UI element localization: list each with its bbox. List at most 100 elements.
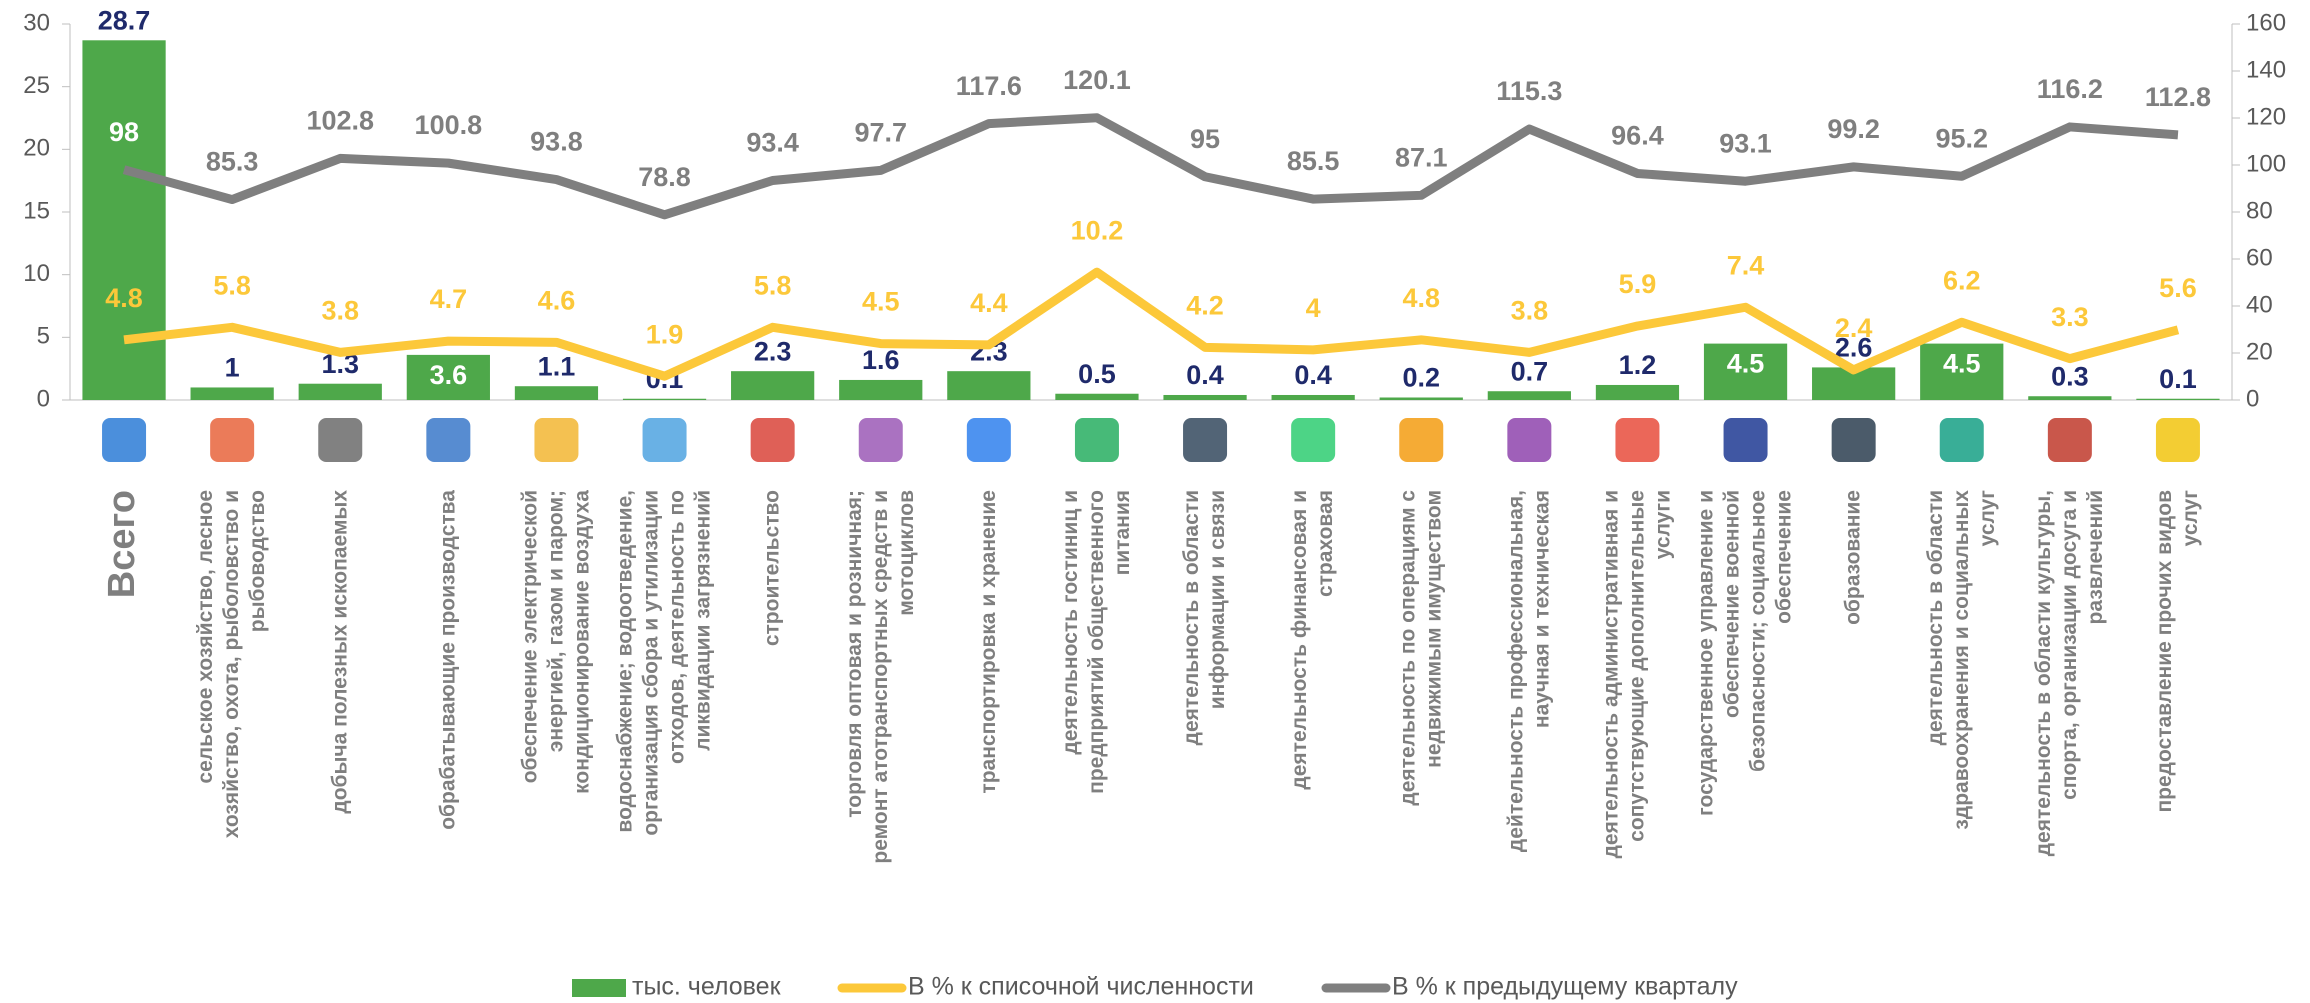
x-tick-label: предоставление прочих видов услуг — [2152, 490, 2201, 813]
line-value-label: 5.9 — [1619, 269, 1657, 299]
bar — [622, 398, 707, 400]
y2-tick-label: 120 — [2246, 103, 2286, 130]
line-value-label: 78.8 — [638, 162, 691, 192]
line-value-label: 100.8 — [415, 110, 483, 140]
line-value-label: 3.8 — [1511, 295, 1549, 325]
line-value-label: 95 — [1190, 124, 1220, 154]
line — [122, 113, 2179, 220]
y-tick-label: 0 — [37, 385, 50, 412]
line-value-label: 99.2 — [1827, 114, 1880, 144]
line-value-label: 93.4 — [746, 128, 799, 158]
x-tick-label: транспортировка и хранение — [976, 490, 999, 794]
x-tick-label: дейтельность профессиональная, научная и … — [1504, 490, 1553, 852]
y-tick-label: 15 — [23, 197, 50, 224]
category-icon — [750, 418, 795, 462]
line-value-label: 3.8 — [321, 295, 359, 325]
bar-value-label: 1.2 — [1619, 350, 1657, 380]
line-value-label: 2.4 — [1835, 313, 1873, 343]
line-value-label: 120.1 — [1063, 65, 1131, 95]
bar-value-label: 3.6 — [430, 360, 468, 390]
bar-value-label: 1.1 — [538, 351, 576, 381]
category-icon — [1615, 418, 1660, 462]
category-icon — [318, 418, 363, 462]
bar-value-label: 4.5 — [1727, 349, 1765, 379]
x-tick-label: государственное управление и обеспечение … — [1694, 490, 1795, 816]
bar — [2136, 398, 2220, 400]
bar — [1920, 343, 2004, 400]
category-icon — [1399, 418, 1444, 462]
bar — [1055, 393, 1139, 400]
y2-tick-label: 140 — [2246, 56, 2286, 83]
category-icon — [1183, 418, 1228, 462]
bar — [839, 379, 923, 400]
category-icon — [1507, 418, 1552, 462]
line-value-label: 87.1 — [1395, 142, 1448, 172]
line-value-label: 117.6 — [956, 71, 1022, 101]
line-value-label: 85.5 — [1287, 146, 1340, 176]
bar — [2028, 396, 2112, 400]
line-value-label: 115.3 — [1496, 76, 1562, 106]
bar — [82, 40, 166, 400]
legend-swatch — [572, 979, 626, 997]
bar — [406, 354, 490, 400]
line-value-label: 7.4 — [1727, 250, 1765, 280]
category-icon — [2155, 418, 2200, 462]
line-value-label: 4 — [1306, 293, 1321, 323]
line-value-label: 95.2 — [1935, 123, 1988, 153]
x-tick-label: Всего — [101, 490, 143, 598]
line-value-label: 3.3 — [2051, 302, 2089, 332]
x-tick-label: торговля оптовая и розничная; ремонт атот… — [842, 490, 917, 864]
bar-value-label: 2.3 — [754, 336, 792, 366]
y-tick-label: 30 — [23, 9, 50, 36]
category-icon — [1939, 418, 1984, 462]
x-tick-label: деятельность административная и сопутству… — [1599, 490, 1674, 858]
bar-value-label: 0.7 — [1511, 356, 1549, 386]
bar — [947, 371, 1031, 400]
category-icon — [1831, 418, 1876, 462]
x-tick-label: добыча полезных ископаемых — [328, 490, 351, 814]
x-tick-label: водоснабжение; водоотведение, организация… — [613, 490, 714, 836]
y2-tick-label: 0 — [2246, 385, 2259, 412]
bar-value-label: 28.7 — [98, 5, 151, 35]
bar — [298, 383, 382, 400]
category-icon — [2047, 418, 2092, 462]
line-value-label: 4.7 — [430, 284, 468, 314]
category-icon — [642, 418, 687, 462]
bar — [514, 386, 599, 400]
line-value-label: 5.8 — [213, 270, 251, 300]
line-value-label: 116.2 — [2037, 74, 2103, 104]
x-tick-label: деятельность по операциям с недвижимым им… — [1396, 490, 1445, 806]
legend-label: В % к предыдущему кварталу — [1392, 973, 1738, 1001]
bar-value-label: 0.1 — [2159, 364, 2197, 394]
x-tick-label: деятельность в области культуры, спорта, … — [2031, 490, 2106, 856]
bar-value-label: 0.3 — [2051, 361, 2089, 391]
bar — [1379, 397, 1463, 400]
line-value-label: 5.8 — [754, 270, 792, 300]
line-value-label: 97.7 — [854, 118, 907, 148]
x-tick-label: деятельность финансовая и страховая — [1288, 490, 1337, 790]
bar — [1487, 391, 1571, 400]
category-icon — [1291, 418, 1336, 462]
x-tick-label: деятельность в области здравоохранения и … — [1923, 490, 1998, 830]
line-value-label: 10.2 — [1071, 215, 1124, 245]
category-icon — [426, 418, 471, 462]
y2-tick-label: 80 — [2246, 197, 2273, 224]
x-tick-label: сельское хозяйство, лесное хозяйство, охо… — [194, 490, 269, 838]
category-icon — [858, 418, 903, 462]
y2-tick-label: 100 — [2246, 150, 2286, 177]
y-tick-label: 25 — [23, 72, 50, 99]
line-value-label: 85.3 — [206, 147, 259, 177]
x-tick-label: деятельность гостиниц и предприятий общес… — [1058, 490, 1133, 794]
y2-tick-label: 60 — [2246, 244, 2273, 271]
line-value-label: 112.8 — [2145, 82, 2211, 112]
line-value-label: 98 — [109, 117, 139, 147]
bar-value-label: 0.2 — [1402, 363, 1440, 393]
category-icon — [210, 418, 255, 462]
category-icon — [966, 418, 1011, 462]
line-value-label: 93.1 — [1719, 128, 1772, 158]
y-tick-label: 5 — [37, 323, 50, 350]
line-value-label: 102.8 — [306, 106, 374, 136]
bar-value-label: 1.6 — [862, 345, 900, 375]
category-icon — [534, 418, 579, 462]
